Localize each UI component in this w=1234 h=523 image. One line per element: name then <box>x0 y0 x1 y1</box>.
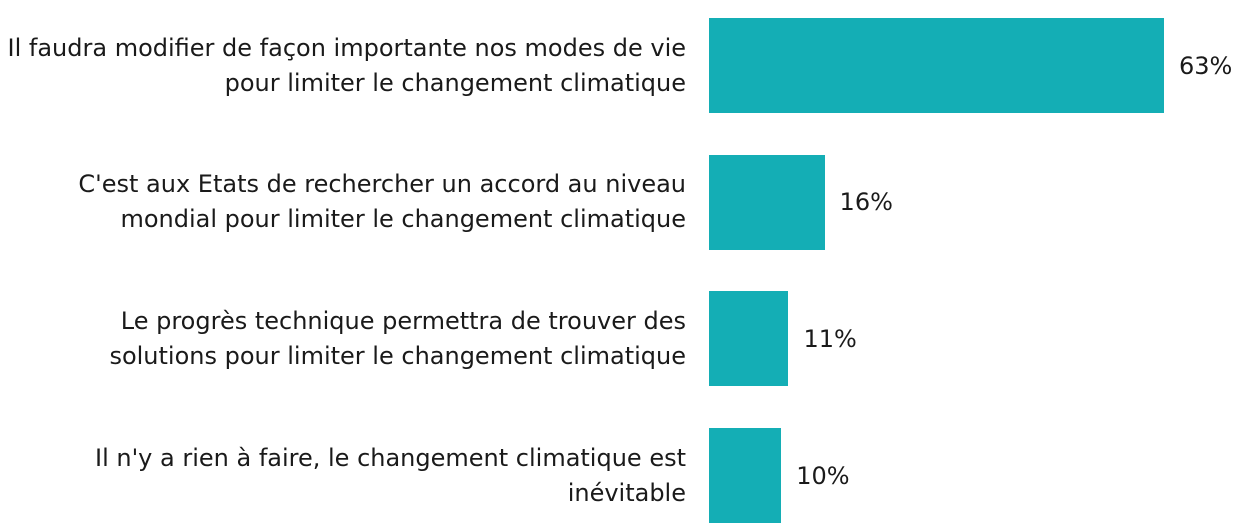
value-label: 63% <box>1179 51 1233 80</box>
value-label: 11% <box>803 324 857 353</box>
value-label: 16% <box>839 188 893 217</box>
bar <box>709 291 789 387</box>
bar <box>709 154 825 250</box>
bar <box>709 18 1164 113</box>
category-text: Il n'y a rien à faire, le changement cli… <box>94 443 686 507</box>
category-text: Le progrès technique permettra de trouve… <box>109 306 686 370</box>
category-label: Il faudra modifier de façon importante n… <box>0 18 686 113</box>
category-text: C'est aux Etats de rechercher un accord … <box>78 170 686 234</box>
category-label: C'est aux Etats de rechercher un accord … <box>0 155 686 250</box>
category-text: Il faudra modifier de façon importante n… <box>7 33 686 97</box>
category-label: Le progrès technique permettra de trouve… <box>0 291 686 386</box>
bar <box>709 428 782 523</box>
value-label: 10% <box>796 461 850 490</box>
category-label: Il n'y a rien à faire, le changement cli… <box>0 428 686 523</box>
